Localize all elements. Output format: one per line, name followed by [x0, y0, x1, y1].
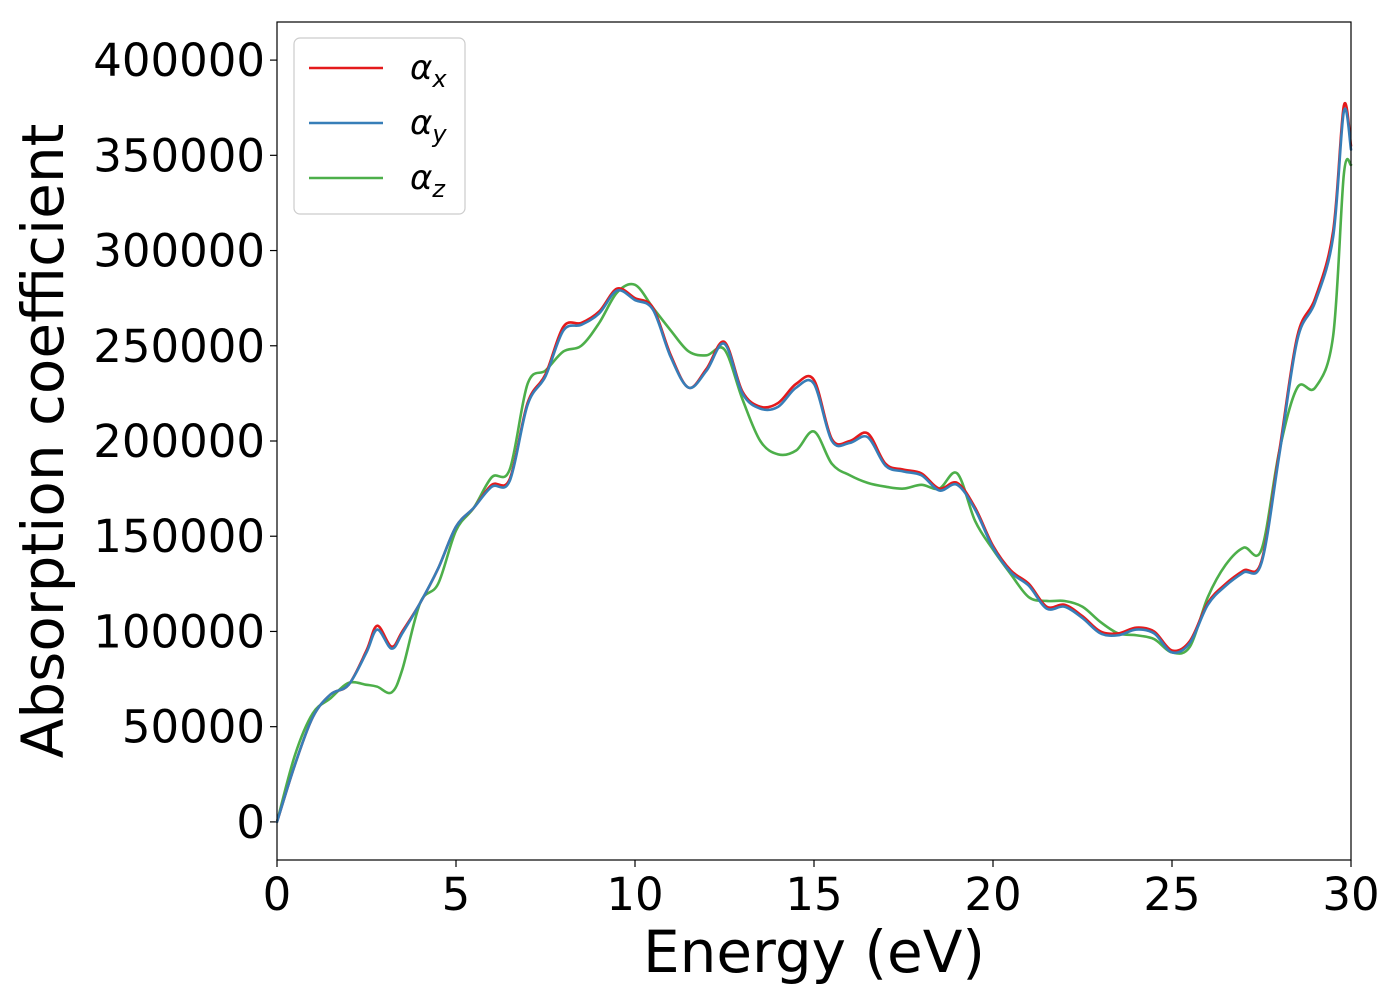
legend-label-subscript: x	[431, 65, 447, 93]
x-tick-label: 10	[606, 868, 663, 921]
y-tick-label: 400000	[93, 34, 265, 87]
y-axis-ticks: 0 50000 100000 150000 200000 250000 300000 3500…	[93, 34, 277, 849]
series-lines	[275, 101, 1353, 824]
y-tick-label: 50000	[122, 701, 265, 754]
y-axis-label: Absorption coefficient	[9, 124, 77, 759]
x-tick-label: 20	[964, 868, 1021, 921]
x-tick-label: 30	[1322, 868, 1379, 921]
legend-label-subscript: y	[431, 120, 447, 148]
y-tick-label: 300000	[93, 225, 265, 278]
series-line-α-z	[275, 157, 1353, 824]
series-line-α-y	[275, 107, 1353, 824]
x-tick-label: 25	[1143, 868, 1200, 921]
x-tick-label: 15	[785, 868, 842, 921]
y-tick-label: 250000	[93, 320, 265, 373]
x-axis-label: Energy (eV)	[643, 918, 985, 986]
y-tick-label: 150000	[93, 510, 265, 563]
y-tick-label: 350000	[93, 129, 265, 182]
x-axis-ticks: 0 5 10 15 20 25 30	[263, 860, 1380, 921]
plot-frame	[276, 21, 1352, 861]
x-tick-label: 5	[442, 868, 471, 921]
y-tick-label: 0	[236, 796, 265, 849]
x-tick-label: 0	[263, 868, 292, 921]
y-tick-label: 200000	[93, 415, 265, 468]
y-tick-label: 100000	[93, 605, 265, 658]
legend-label-subscript: z	[431, 175, 446, 203]
legend-box	[293, 37, 466, 215]
